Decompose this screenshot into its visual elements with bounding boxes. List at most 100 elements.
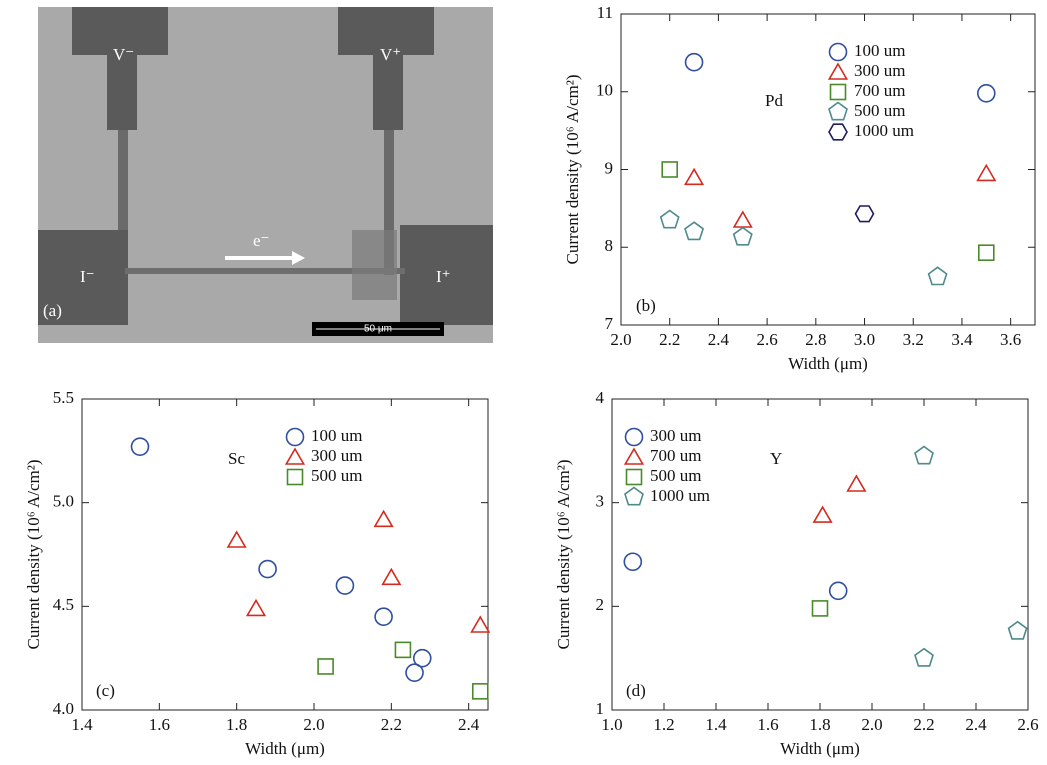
data-point: [317, 658, 334, 675]
panel-label: (a): [43, 301, 62, 320]
x-tick-label: 2.4: [965, 715, 987, 734]
data-point: [130, 437, 150, 456]
y-tick-label: 8: [605, 236, 614, 255]
data-point: [811, 600, 829, 617]
x-tick-label: 2.0: [610, 330, 631, 349]
y-tick-label: 3: [596, 492, 605, 511]
legend-label: 1000 um: [854, 121, 914, 140]
micrograph: 50 μm V⁻ V⁺ I⁻ I⁺ e⁻ (a): [38, 7, 493, 343]
legend-marker: [625, 468, 643, 486]
x-tick-label: 1.2: [653, 715, 674, 734]
x-tick-label: 2.6: [1017, 715, 1038, 734]
y-axis-label: Current density (10⁶ A/cm²): [554, 460, 573, 650]
y-axis-label: Current density (10⁶ A/cm²): [563, 75, 582, 265]
data-point: [976, 163, 997, 182]
data-point: [812, 505, 833, 523]
panel-label: (d): [626, 681, 646, 700]
legend-marker: [829, 83, 847, 101]
x-tick-label: 2.6: [756, 330, 777, 349]
y-tick-label: 7: [605, 314, 614, 333]
x-tick-label: 2.2: [913, 715, 934, 734]
x-axis-label: Width (μm): [788, 354, 868, 373]
legend-label: 500 um: [650, 466, 701, 485]
legend-marker: [285, 427, 305, 447]
legend-label: 300 um: [650, 426, 701, 445]
data-point: [684, 221, 705, 241]
legend-label: 300 um: [854, 61, 905, 80]
x-tick-label: 3.0: [854, 330, 875, 349]
legend-label: 500 um: [854, 101, 905, 120]
x-tick-label: 1.6: [757, 715, 778, 734]
legend-label: 300 um: [311, 446, 362, 465]
data-point: [623, 552, 643, 572]
lead: [107, 55, 137, 130]
annotation: Sc: [228, 449, 245, 468]
legend-label: 700 um: [854, 81, 905, 100]
data-point: [394, 641, 412, 659]
x-tick-label: 3.4: [951, 330, 973, 349]
legend-label: 100 um: [854, 41, 905, 60]
legend-label: 100 um: [311, 426, 362, 445]
data-point: [1007, 620, 1028, 640]
x-axis-label: Width (μm): [780, 739, 860, 758]
data-point: [405, 663, 424, 682]
y-tick-label: 9: [605, 158, 614, 177]
y-tick-label: 4.0: [53, 699, 74, 718]
legend-marker: [623, 447, 645, 465]
data-point: [470, 615, 491, 633]
data-point: [226, 530, 247, 548]
panel-label: (b): [636, 296, 656, 315]
wire: [125, 268, 405, 274]
data-point: [471, 683, 489, 700]
pad: [400, 225, 493, 325]
x-tick-label: 2.0: [303, 715, 324, 734]
data-point: [977, 244, 995, 261]
data-point: [914, 445, 934, 465]
x-tick-label: 2.8: [805, 330, 826, 349]
electrode-label: V⁺: [380, 45, 401, 64]
y-tick-label: 10: [596, 81, 613, 100]
legend-label: 700 um: [650, 446, 701, 465]
data-point: [659, 209, 680, 229]
y-tick-label: 5.5: [53, 388, 74, 407]
legend-marker: [828, 123, 848, 141]
legend-marker: [624, 486, 644, 506]
data-point: [846, 474, 867, 492]
data-point: [374, 607, 393, 627]
x-tick-label: 2.4: [458, 715, 480, 734]
x-axis-label: Width (μm): [245, 739, 325, 758]
plot-frame: [81, 398, 489, 711]
lead: [373, 55, 403, 130]
legend-marker: [827, 62, 849, 80]
electrode-label: I⁻: [80, 267, 95, 286]
legend-label: 500 um: [311, 466, 362, 485]
data-point: [927, 266, 948, 286]
data-point: [335, 576, 355, 595]
legend-marker: [284, 447, 306, 465]
annotation: Y: [770, 449, 782, 468]
legend-label: 1000 um: [650, 486, 710, 505]
x-tick-label: 2.4: [708, 330, 730, 349]
y-axis-label: Current density (10⁶ A/cm²): [24, 460, 43, 650]
data-point: [854, 205, 875, 223]
x-tick-label: 1.4: [705, 715, 727, 734]
x-tick-label: 2.2: [381, 715, 402, 734]
lead: [384, 130, 394, 275]
x-tick-label: 3.2: [903, 330, 924, 349]
pad: [38, 230, 128, 325]
x-tick-label: 2.0: [861, 715, 882, 734]
data-point: [684, 167, 705, 186]
data-point: [412, 648, 432, 668]
y-tick-label: 2: [596, 595, 605, 614]
lead: [118, 130, 128, 275]
x-tick-label: 3.6: [1000, 330, 1021, 349]
electrode-label: I⁺: [436, 267, 451, 286]
annotation: Pd: [765, 91, 783, 110]
legend-marker: [828, 42, 848, 62]
plot-frame: [620, 13, 1036, 326]
pad: [338, 7, 434, 55]
data-point: [732, 210, 753, 228]
arrow-head: [292, 251, 305, 265]
